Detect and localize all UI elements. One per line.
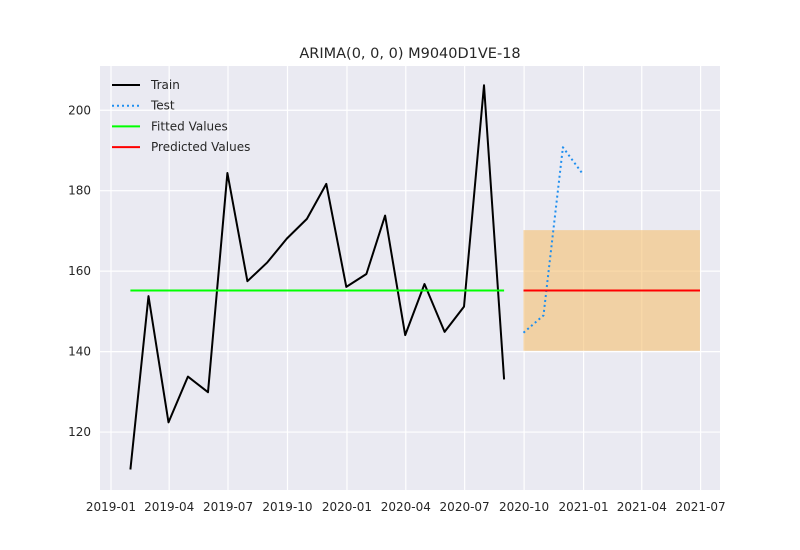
y-tick-label: 140 [68, 345, 91, 359]
x-tick-label: 2021-01 [559, 500, 609, 514]
x-tick-label: 2019-01 [86, 500, 136, 514]
y-tick-label: 120 [68, 425, 91, 439]
x-tick-label: 2021-04 [617, 500, 667, 514]
legend-label: Test [150, 99, 175, 113]
x-tick-label: 2021-07 [676, 500, 726, 514]
y-tick-label: 180 [68, 184, 91, 198]
x-tick-label: 2020-04 [381, 500, 431, 514]
y-tick-label: 160 [68, 264, 91, 278]
y-axis-ticks: 120 140 160 180 200 [68, 103, 91, 439]
legend-label: Predicted Values [151, 140, 250, 154]
series-layer [129, 84, 700, 470]
x-tick-label: 2020-01 [322, 500, 372, 514]
chart-title: ARIMA(0, 0, 0) M9040D1VE-18 [299, 46, 520, 62]
x-tick-label: 2019-10 [262, 500, 312, 514]
legend-label: Train [150, 78, 180, 92]
legend-label: Fitted Values [151, 119, 228, 133]
x-tick-label: 2020-10 [499, 500, 549, 514]
series-line-train [129, 84, 506, 470]
series-line-test [522, 146, 584, 334]
y-tick-label: 200 [68, 103, 91, 117]
x-axis-ticks: 2019-01 2019-04 2019-07 2019-10 2020-01 2020-… [86, 500, 726, 514]
x-tick-label: 2020-07 [440, 500, 490, 514]
legend: Train Test Fitted Values Predicted Values [112, 78, 250, 154]
x-tick-label: 2019-07 [203, 500, 253, 514]
x-tick-label: 2019-04 [144, 500, 194, 514]
